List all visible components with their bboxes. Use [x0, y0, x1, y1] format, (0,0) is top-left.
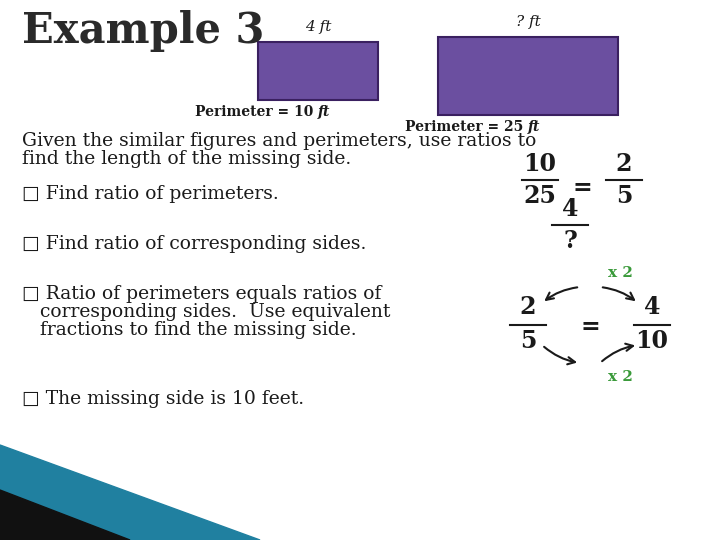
Text: □ Find ratio of perimeters.: □ Find ratio of perimeters.	[22, 185, 279, 203]
Text: 10: 10	[523, 152, 557, 176]
Text: fractions to find the missing side.: fractions to find the missing side.	[22, 321, 356, 339]
Text: Perimeter = 10: Perimeter = 10	[194, 105, 318, 119]
Text: □ Find ratio of corresponding sides.: □ Find ratio of corresponding sides.	[22, 235, 366, 253]
Text: 10: 10	[636, 329, 668, 353]
Polygon shape	[0, 445, 260, 540]
Text: 5: 5	[520, 329, 536, 353]
Bar	[258, 42, 378, 100]
Text: 4 ft: 4 ft	[305, 20, 331, 34]
Text: ?: ?	[563, 229, 577, 253]
Polygon shape	[0, 490, 130, 540]
Text: ? ft: ? ft	[516, 15, 541, 29]
Text: 2: 2	[616, 152, 632, 176]
Text: =: =	[572, 176, 592, 200]
Text: Given the similar figures and perimeters, use ratios to: Given the similar figures and perimeters…	[22, 132, 536, 150]
Text: Perimeter = 25: Perimeter = 25	[405, 120, 528, 134]
Text: =: =	[580, 315, 600, 339]
Text: □ Ratio of perimeters equals ratios of: □ Ratio of perimeters equals ratios of	[22, 285, 382, 303]
Bar	[438, 37, 618, 115]
Text: find the length of the missing side.: find the length of the missing side.	[22, 150, 351, 168]
Text: 5: 5	[616, 184, 632, 208]
Text: corresponding sides.  Use equivalent: corresponding sides. Use equivalent	[22, 303, 390, 321]
Text: Example 3: Example 3	[22, 10, 264, 52]
Text: ft: ft	[318, 105, 330, 119]
Text: x 2: x 2	[608, 266, 633, 280]
Text: 4: 4	[644, 295, 660, 319]
Text: 4: 4	[562, 197, 578, 221]
Text: 2: 2	[520, 295, 536, 319]
Text: ft: ft	[528, 120, 541, 134]
Text: □ The missing side is 10 feet.: □ The missing side is 10 feet.	[22, 390, 304, 408]
Text: x 2: x 2	[608, 370, 633, 384]
Text: 25: 25	[523, 184, 557, 208]
